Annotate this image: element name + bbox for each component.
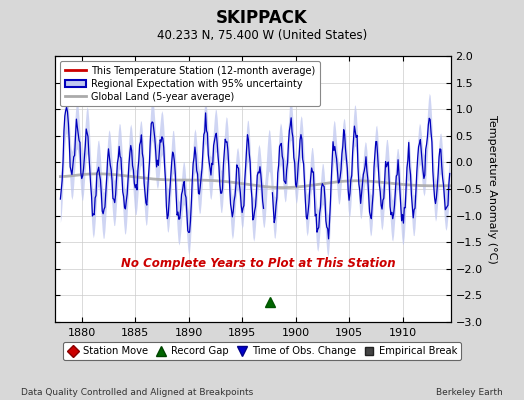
- Text: No Complete Years to Plot at This Station: No Complete Years to Plot at This Statio…: [121, 257, 396, 270]
- Text: SKIPPACK: SKIPPACK: [216, 9, 308, 27]
- Text: 40.233 N, 75.400 W (United States): 40.233 N, 75.400 W (United States): [157, 30, 367, 42]
- Legend: This Temperature Station (12-month average), Regional Expectation with 95% uncer: This Temperature Station (12-month avera…: [60, 61, 320, 106]
- Legend: Station Move, Record Gap, Time of Obs. Change, Empirical Break: Station Move, Record Gap, Time of Obs. C…: [63, 342, 461, 360]
- Text: Berkeley Earth: Berkeley Earth: [436, 388, 503, 397]
- Y-axis label: Temperature Anomaly (°C): Temperature Anomaly (°C): [487, 115, 497, 263]
- Text: Data Quality Controlled and Aligned at Breakpoints: Data Quality Controlled and Aligned at B…: [21, 388, 253, 397]
